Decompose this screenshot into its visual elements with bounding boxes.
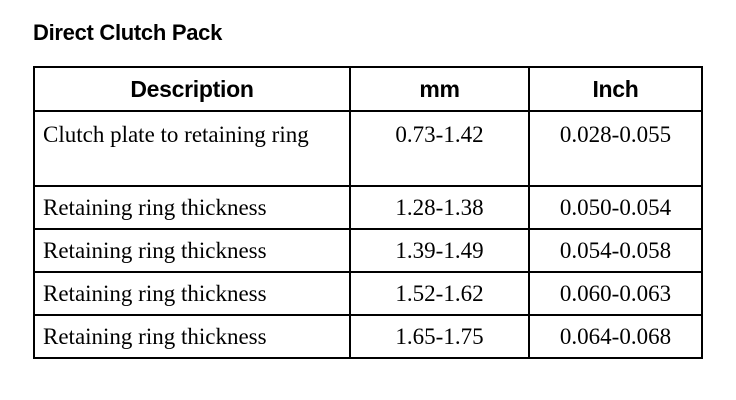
cell-mm: 1.52-1.62 [349, 271, 530, 316]
cell-inch: 0.064-0.068 [528, 314, 703, 359]
table-row: Clutch plate to retaining ring 0.73-1.42… [33, 110, 703, 187]
cell-mm: 1.28-1.38 [349, 185, 530, 230]
header-mm: mm [349, 66, 530, 112]
table-header-row: Description mm Inch [33, 66, 703, 112]
cell-description: Retaining ring thickness [33, 271, 351, 316]
cell-description: Retaining ring thickness [33, 185, 351, 230]
cell-inch: 0.050-0.054 [528, 185, 703, 230]
cell-inch: 0.054-0.058 [528, 228, 703, 273]
table-row: Retaining ring thickness 1.65-1.75 0.064… [33, 314, 703, 359]
cell-description: Retaining ring thickness [33, 314, 351, 359]
table-row: Retaining ring thickness 1.52-1.62 0.060… [33, 271, 703, 316]
table-row: Retaining ring thickness 1.39-1.49 0.054… [33, 228, 703, 273]
cell-mm: 1.39-1.49 [349, 228, 530, 273]
cell-description: Retaining ring thickness [33, 228, 351, 273]
page-title: Direct Clutch Pack [33, 20, 223, 45]
specs-table: Description mm Inch Clutch plate to reta… [33, 66, 703, 359]
cell-description: Clutch plate to retaining ring [33, 110, 351, 187]
cell-inch: 0.060-0.063 [528, 271, 703, 316]
cell-mm: 1.65-1.75 [349, 314, 530, 359]
header-inch: Inch [528, 66, 703, 112]
header-description: Description [33, 66, 351, 112]
cell-inch: 0.028-0.055 [528, 110, 703, 187]
cell-mm: 0.73-1.42 [349, 110, 530, 187]
table-row: Retaining ring thickness 1.28-1.38 0.050… [33, 185, 703, 230]
